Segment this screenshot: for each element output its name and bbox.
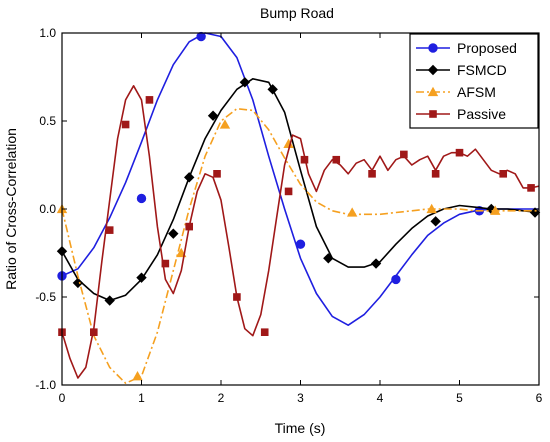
series-fsmcd-marker-3: [136, 272, 147, 283]
series-fsmcd-marker-6: [207, 110, 219, 121]
chart-title: Bump Road: [260, 5, 334, 21]
legend-label-passive: Passive: [457, 106, 506, 122]
series-passive-marker-11: [300, 155, 309, 164]
series-afsm-marker-1: [132, 371, 143, 381]
series-fsmcd-marker-13: [529, 207, 541, 218]
series-passive-marker-15: [431, 170, 440, 178]
series-line-passive: [61, 85, 540, 379]
series-fsmcd-marker-1: [72, 277, 84, 289]
series-passive-marker-7: [213, 170, 221, 178]
series-passive-marker-2: [105, 226, 114, 234]
y-tick-label-3: 0.5: [39, 114, 56, 128]
series-fsmcd-marker-11: [430, 216, 441, 227]
y-tick-label-0: -1.0: [35, 378, 56, 392]
y-axis-title: Ratio of Cross-Correlation: [3, 128, 19, 290]
legend-proposed-marker: [428, 43, 438, 53]
y-tick-label-2: 0.0: [39, 202, 56, 216]
x-tick-label-3: 3: [297, 391, 304, 405]
legend-fsmcd-marker: [427, 64, 439, 76]
series-passive-marker-13: [368, 170, 376, 178]
legend-afsm-marker: [427, 86, 439, 97]
x-tick-label-6: 6: [536, 391, 543, 405]
series-fsmcd-marker-10: [370, 258, 382, 269]
y-tick-label-4: 1.0: [39, 26, 56, 40]
series-afsm-marker-6: [426, 203, 437, 214]
x-tick-label-0: 0: [59, 391, 66, 405]
series-passive-marker-17: [499, 170, 508, 178]
x-tick-label-1: 1: [138, 391, 145, 405]
series-passive-marker-8: [233, 293, 241, 301]
x-axis-title: Time (s): [275, 420, 326, 436]
series-afsm-marker-4: [283, 138, 294, 149]
series-line-proposed: [61, 32, 539, 326]
series-passive-marker-5: [161, 259, 170, 268]
series-afsm-marker-7: [490, 205, 501, 215]
legend-label-proposed: Proposed: [457, 40, 517, 56]
series-fsmcd-marker-5: [184, 172, 195, 183]
series-passive-marker-12: [332, 155, 341, 164]
series-proposed-marker-3: [295, 239, 306, 249]
series-proposed-marker-2: [196, 31, 206, 42]
legend-label-fsmcd: FSMCD: [457, 62, 507, 78]
series-fsmcd-marker-4: [168, 228, 179, 239]
series-afsm-marker-3: [219, 119, 231, 129]
series-passive-marker-18: [527, 184, 535, 192]
series-passive-marker-10: [284, 187, 293, 196]
legend: Proposed FSMCD AFSM Passive: [409, 33, 539, 129]
series-line-afsm: [61, 107, 539, 384]
x-tick-label-4: 4: [377, 391, 384, 405]
series-fsmcd-marker-9: [323, 253, 334, 264]
series-passive-marker-16: [455, 148, 464, 157]
series-fsmcd-marker-12: [486, 203, 497, 215]
series-afsm-marker-5: [346, 207, 358, 217]
series-fsmcd-marker-2: [104, 295, 115, 306]
series-passive-marker-1: [90, 328, 98, 336]
series-passive-marker-9: [260, 328, 269, 336]
legend-label-afsm: AFSM: [457, 84, 496, 100]
series-fsmcd-marker-8: [267, 84, 278, 95]
series-passive-marker-3: [121, 120, 130, 129]
series-proposed-marker-1: [136, 193, 147, 204]
series-passive-marker-6: [185, 222, 193, 231]
y-tick-label-1: -0.5: [35, 290, 56, 304]
series-proposed-marker-4: [391, 274, 401, 285]
x-tick-label-2: 2: [218, 391, 225, 405]
series-fsmcd-marker-7: [239, 77, 251, 88]
x-tick-label-5: 5: [456, 391, 463, 405]
plot-area: [56, 31, 541, 384]
series-passive-marker-14: [400, 150, 408, 159]
axis-ticks: 0 1 2 3 4 5 6 -1.0 -0.5 0.0 0.5 1.0: [35, 26, 542, 405]
series-passive-marker-4: [145, 96, 154, 104]
legend-passive-marker: [429, 110, 437, 118]
